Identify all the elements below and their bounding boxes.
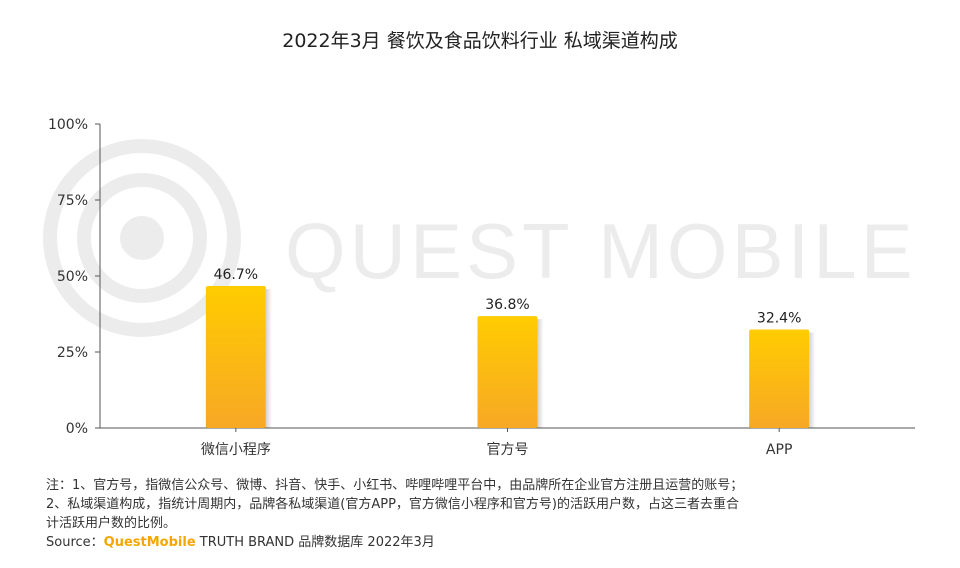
bars — [205, 286, 816, 428]
y-tick-label: 75% — [57, 193, 88, 209]
y-tick-label: 50% — [57, 269, 88, 285]
data-label: 32.4% — [757, 311, 801, 327]
labels: 46.7% 微信小程序 36.8% 官方号 32.4% APP — [201, 267, 802, 458]
watermark-logo-inner — [120, 216, 164, 260]
bar — [205, 286, 266, 428]
bar-shadow — [809, 332, 816, 428]
y-tick-label: 100% — [48, 117, 88, 133]
x-tick-label: 官方号 — [487, 442, 529, 458]
chart-title: 2022年3月 餐饮及食品饮料行业 私域渠道构成 — [282, 30, 678, 52]
x-tick-label: APP — [766, 442, 792, 458]
source-brand: QuestMobile — [103, 535, 196, 550]
bar — [749, 329, 810, 428]
y-tick-label: 25% — [57, 345, 88, 361]
watermark: QUEST MOBILE — [43, 139, 917, 337]
footnotes: 注：1、官方号，指微信公众号、微博、抖音、快手、小红书、哔哩哔哩平台中，由品牌所… — [46, 476, 926, 552]
bar-shadow — [265, 289, 272, 428]
watermark-logo-outer — [43, 139, 241, 337]
note-line-2: 2、私域渠道构成，指统计周期内，品牌各私域渠道(官方APP，官方微信小程序和官方… — [46, 497, 739, 512]
data-label: 36.8% — [485, 297, 529, 313]
watermark-logo-middle — [77, 173, 207, 303]
watermark-text: QUEST MOBILE — [285, 207, 917, 295]
y-tick-label: 0% — [66, 421, 88, 437]
source-suffix: TRUTH BRAND 品牌数据库 2022年3月 — [195, 535, 435, 550]
bar — [477, 316, 538, 428]
note-line-1: 注：1、官方号，指微信公众号、微博、抖音、快手、小红书、哔哩哔哩平台中，由品牌所… — [46, 478, 744, 493]
x-tick-label: 微信小程序 — [201, 442, 271, 458]
source-line: Source：QuestMobile TRUTH BRAND 品牌数据库 202… — [46, 533, 926, 552]
note-line-3: 计活跃用户数的比例。 — [46, 516, 177, 531]
source-prefix: Source： — [46, 535, 104, 550]
data-label: 46.7% — [214, 267, 258, 283]
bar-shadow — [537, 319, 544, 428]
